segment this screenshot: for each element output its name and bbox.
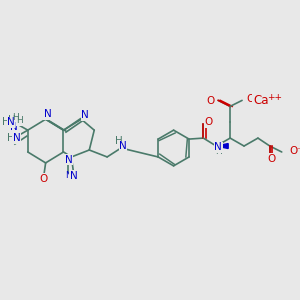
Text: ⁻: ⁻ [253,95,257,104]
Text: N: N [64,155,72,165]
Text: N: N [7,117,15,127]
Text: H: H [115,136,123,146]
Text: H: H [215,148,222,157]
Text: O: O [268,154,276,164]
Text: O: O [290,146,298,156]
Text: H: H [8,115,16,125]
Text: N: N [10,122,18,132]
Text: O: O [246,94,254,104]
Text: N: N [214,142,222,152]
Text: H: H [7,133,15,143]
Text: N: N [70,171,77,181]
Text: N: N [65,171,72,180]
Text: ++: ++ [267,93,282,102]
Text: Ca: Ca [253,94,269,107]
Text: O: O [204,117,212,127]
Polygon shape [216,144,228,148]
Text: H: H [2,117,10,127]
Text: N: N [13,133,21,143]
Text: O: O [206,96,214,106]
Text: ⁻: ⁻ [296,146,300,155]
Text: N: N [81,110,89,120]
Text: H: H [13,113,19,122]
Text: O: O [40,174,48,184]
Text: H: H [16,116,23,125]
Text: N: N [119,141,127,151]
Text: N: N [44,109,52,119]
